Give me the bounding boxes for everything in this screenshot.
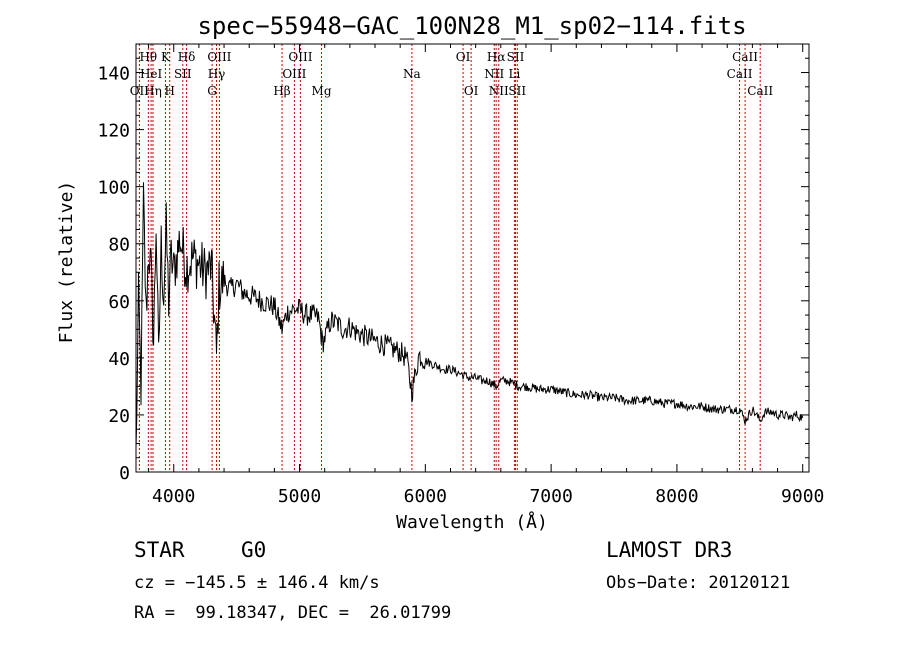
y-tick-label: 20 xyxy=(108,406,130,427)
spectral-line-label: Hθ xyxy=(139,50,157,64)
spectral-line-label: NII xyxy=(489,84,509,98)
spectral-line-label: OIII xyxy=(288,50,312,64)
spectral-line-label: NII xyxy=(484,67,504,81)
spectral-line-label: Na xyxy=(403,67,421,81)
spectral-line-label: SII xyxy=(508,84,526,98)
spectral-line-label: HeI xyxy=(140,67,163,81)
spectral-line-label: Hδ xyxy=(178,50,196,64)
y-tick-label: 60 xyxy=(108,292,130,313)
spectral-line-label: CaII xyxy=(732,50,758,64)
spectral-line-label: SII xyxy=(174,67,192,81)
y-tick-label: 120 xyxy=(97,121,130,142)
redshift-readout: cz = −145.5 ± 146.4 km/s xyxy=(134,573,380,593)
spectral-line-label: OIII xyxy=(207,50,231,64)
spectral-line-markers xyxy=(138,44,761,472)
object-class: STAR xyxy=(134,538,185,562)
spectral-line-label: OII xyxy=(130,84,150,98)
chart-title: spec−55948−GAC_100N28_M1_sp02−114.fits xyxy=(197,12,746,40)
spectral-line-label: OIII xyxy=(282,67,306,81)
spectral-line-label: OI xyxy=(464,84,479,98)
x-axis: 4000 5000 6000 7000 8000 9000 xyxy=(148,44,824,507)
sky-coordinates: RA = 99.18347, DEC = 26.01799 xyxy=(134,603,452,623)
spectral-line-label: CaII xyxy=(747,84,773,98)
x-tick-label: 7000 xyxy=(529,486,572,507)
spectral-line-label: G xyxy=(207,84,217,98)
y-tick-label: 100 xyxy=(97,178,130,199)
spectral-line-label: Hα xyxy=(487,50,506,64)
spectral-line-label: OI xyxy=(456,50,471,64)
observation-date: Obs−Date: 20120121 xyxy=(606,573,791,593)
spectral-line-label: K xyxy=(161,50,171,64)
spectral-line-label: SII xyxy=(507,50,525,64)
spectral-line-label: Hη xyxy=(144,84,162,98)
y-tick-label: 80 xyxy=(108,235,130,256)
x-tick-label: 8000 xyxy=(655,486,698,507)
x-tick-label: 4000 xyxy=(152,486,195,507)
x-tick-label: 9000 xyxy=(781,486,824,507)
spectral-line-label: Mg xyxy=(312,84,332,98)
x-tick-label: 5000 xyxy=(278,486,321,507)
spectral-line-label: CaII xyxy=(727,67,753,81)
spectral-line-label: Hγ xyxy=(208,67,226,81)
spectral-line-label: Li xyxy=(508,67,520,81)
spectrum-series-line xyxy=(135,182,804,449)
object-subclass: G0 xyxy=(241,538,267,562)
y-axis-label: Flux (relative) xyxy=(56,181,77,344)
spectral-line-label: H xyxy=(164,84,174,98)
spectral-line-label: Hβ xyxy=(273,84,290,98)
y-axis: 0 20 40 60 80 100 120 140 xyxy=(97,57,809,484)
y-tick-label: 40 xyxy=(108,349,130,370)
y-tick-label: 140 xyxy=(97,64,130,85)
x-tick-label: 6000 xyxy=(404,486,447,507)
survey-name: LAMOST DR3 xyxy=(606,538,733,562)
x-axis-label: Wavelength (Å) xyxy=(396,511,548,533)
y-tick-label: 0 xyxy=(119,463,130,484)
